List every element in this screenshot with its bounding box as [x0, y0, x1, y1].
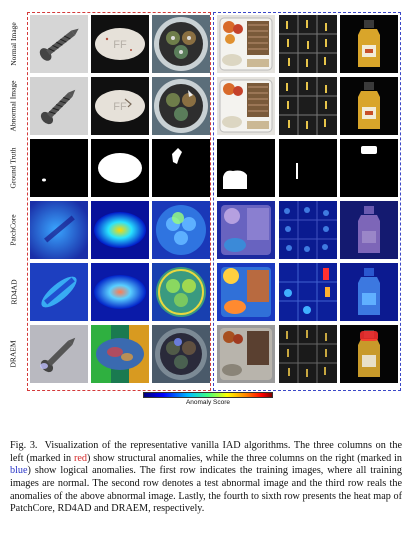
image-normal-screw	[30, 15, 88, 73]
row-label-rd4ad: RD4AD	[9, 279, 19, 305]
image-abnormal-pushpins	[279, 77, 337, 135]
heatmap-draem-screw	[30, 325, 88, 383]
svg-text:FF: FF	[113, 101, 127, 113]
figure: Normal Image Abnormal Image Ground Truth…	[9, 12, 401, 406]
row-label-abnormal: Abnormal Image	[9, 80, 18, 132]
svg-text:FF: FF	[113, 39, 127, 51]
image-normal-pushpins	[279, 15, 337, 73]
row-label-draem: DRAEM	[9, 340, 18, 368]
image-normal-breakfast-box	[152, 15, 210, 73]
heatmap-patchcore-breakfast-box	[152, 201, 210, 259]
heatmap-patchcore-screw	[30, 201, 88, 259]
heatmap-rd4ad-pushpins	[279, 263, 337, 321]
heatmap-rd4ad-screw	[30, 263, 88, 321]
image-abnormal-breakfast-box	[152, 77, 210, 135]
heatmap-rd4ad-meal-tray	[217, 263, 275, 321]
caption-blue-word: blue	[10, 465, 28, 477]
caption-label: Fig. 3.	[10, 440, 38, 452]
heatmap-patchcore-juice-bottle	[340, 201, 398, 259]
colorbar-label: Anomaly Score	[185, 399, 231, 406]
heatmap-draem-pushpins	[279, 325, 337, 383]
heatmap-rd4ad-breakfast-box	[152, 263, 210, 321]
image-abnormal-meal-tray	[217, 77, 275, 135]
row-label-normal: Normal Image	[9, 22, 18, 66]
image-normal-meal-tray	[217, 15, 275, 73]
mask-juice-bottle	[340, 139, 398, 197]
structural-anomalies-frame	[27, 12, 211, 391]
image-abnormal-juice-bottle	[340, 77, 398, 135]
mask-pill	[91, 139, 149, 197]
colorbar-gradient	[143, 392, 273, 398]
heatmap-draem-breakfast-box	[152, 325, 210, 383]
heatmap-rd4ad-juice-bottle	[340, 263, 398, 321]
logical-anomalies-frame	[213, 12, 401, 391]
heatmap-draem-pill	[91, 325, 149, 383]
caption-text-3: ) show logical anomalies. The first row …	[10, 465, 402, 515]
mask-meal-tray	[217, 139, 275, 197]
row-label-ground-truth: Ground Truth	[9, 147, 18, 189]
heatmap-draem-meal-tray	[217, 325, 275, 383]
image-abnormal-pill: FF	[91, 77, 149, 135]
mask-pushpins	[279, 139, 337, 197]
caption-red-word: red	[73, 452, 87, 464]
heatmap-draem-juice-bottle	[340, 325, 398, 383]
heatmap-rd4ad-pill	[91, 263, 149, 321]
caption-text-2: ) show structural anomalies, while the t…	[86, 452, 402, 464]
heatmap-patchcore-pill	[91, 201, 149, 259]
image-normal-juice-bottle	[340, 15, 398, 73]
heatmap-patchcore-pushpins	[279, 201, 337, 259]
colorbar: Anomaly Score	[143, 392, 273, 406]
caption-text-1: Visualization of the representative vani…	[10, 440, 402, 464]
figure-caption: Fig. 3. Visualization of the representat…	[10, 440, 402, 516]
image-abnormal-screw	[30, 77, 88, 135]
mask-screw	[30, 139, 88, 197]
heatmap-patchcore-meal-tray	[217, 201, 275, 259]
mask-breakfast-box	[152, 139, 210, 197]
row-label-patchcore: PatchCore	[9, 214, 18, 246]
image-normal-pill: FF	[91, 15, 149, 73]
